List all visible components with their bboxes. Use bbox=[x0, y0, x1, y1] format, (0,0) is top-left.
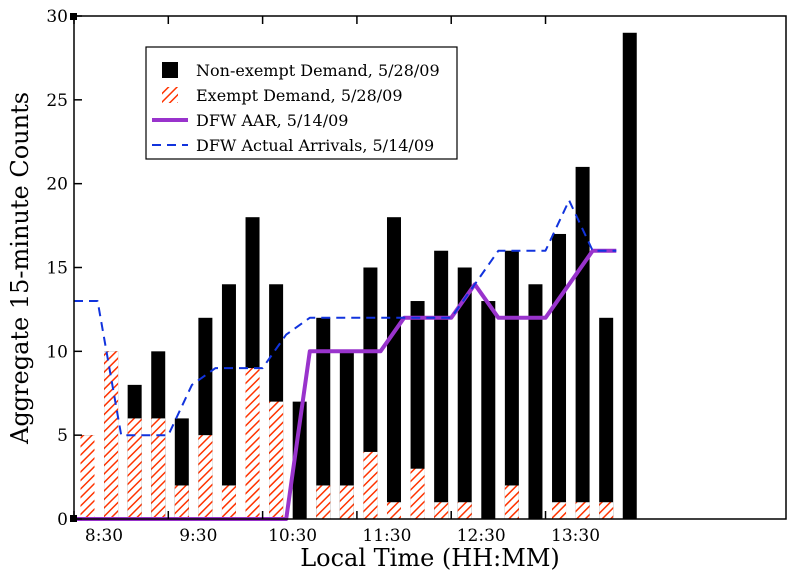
actual-arrivals-line bbox=[74, 199, 617, 437]
exempt-bar bbox=[80, 435, 95, 519]
bars-layer bbox=[80, 32, 637, 520]
exempt-bar bbox=[599, 502, 614, 519]
non-exempt-bar bbox=[622, 32, 637, 520]
legend-swatch-exempt bbox=[162, 87, 178, 103]
non-exempt-bar bbox=[528, 284, 543, 519]
lines-layer bbox=[74, 199, 617, 521]
x-tick-label: 12:30 bbox=[457, 526, 506, 546]
legend-swatch-non-exempt bbox=[162, 62, 178, 78]
exempt-bar bbox=[363, 451, 378, 519]
non-exempt-bar bbox=[339, 351, 354, 519]
y-axis-label: Aggregate 15-minute Counts bbox=[6, 92, 34, 445]
y-tick-label: 20 bbox=[46, 175, 68, 195]
exempt-bar bbox=[245, 368, 260, 519]
exempt-bar bbox=[575, 502, 590, 519]
legend-label: DFW AAR, 5/14/09 bbox=[196, 111, 348, 130]
exempt-bar bbox=[174, 485, 189, 519]
axes-layer: 0 5 10 15 20 25 30 8:30 9:30 10:30 11:30 12:30 13:30 bbox=[46, 7, 787, 546]
exempt-bar bbox=[198, 435, 213, 519]
x-tick-label: 11:30 bbox=[362, 526, 411, 546]
legend-label: Exempt Demand, 5/28/09 bbox=[196, 86, 403, 105]
non-exempt-bar bbox=[410, 301, 425, 519]
y-tick-label: 15 bbox=[46, 259, 68, 279]
y-tick-label: 30 bbox=[46, 7, 68, 27]
legend-label: DFW Actual Arrivals, 5/14/09 bbox=[196, 136, 434, 155]
exempt-bar bbox=[434, 502, 449, 519]
non-exempt-bar bbox=[316, 317, 331, 519]
exempt-bar bbox=[457, 502, 472, 519]
non-exempt-bar bbox=[292, 401, 307, 519]
non-exempt-bar bbox=[552, 233, 567, 519]
x-tick-label: 9:30 bbox=[179, 526, 217, 546]
corner-marker bbox=[70, 13, 77, 20]
x-axis-label: Local Time (HH:MM) bbox=[300, 544, 560, 572]
exempt-bar bbox=[221, 485, 236, 519]
y-tick-label: 5 bbox=[57, 426, 68, 446]
exempt-bar bbox=[410, 468, 425, 519]
non-exempt-bar bbox=[575, 166, 590, 519]
exempt-bar bbox=[552, 502, 567, 519]
exempt-bar bbox=[316, 485, 331, 519]
non-exempt-bar bbox=[221, 284, 236, 519]
non-exempt-bar bbox=[434, 250, 449, 519]
non-exempt-bar bbox=[386, 217, 401, 519]
exempt-bar bbox=[127, 418, 142, 519]
legend-label: Non-exempt Demand, 5/28/09 bbox=[196, 61, 440, 80]
x-tick-label: 10:30 bbox=[268, 526, 317, 546]
non-exempt-bar bbox=[504, 250, 519, 519]
x-tick-label: 13:30 bbox=[551, 526, 600, 546]
x-tick-label: 8:30 bbox=[85, 526, 123, 546]
y-tick-label: 10 bbox=[46, 342, 68, 362]
legend: Non-exempt Demand, 5/28/09 Exempt Demand,… bbox=[145, 46, 458, 160]
exempt-bar bbox=[104, 351, 119, 519]
non-exempt-bar bbox=[599, 317, 614, 519]
non-exempt-bar bbox=[481, 301, 496, 519]
exempt-bar bbox=[269, 401, 284, 519]
non-exempt-bar bbox=[457, 267, 472, 519]
exempt-bar bbox=[151, 418, 166, 519]
origin-marker bbox=[70, 515, 77, 522]
exempt-bar bbox=[339, 485, 354, 519]
y-tick-label: 25 bbox=[46, 91, 68, 111]
exempt-bar bbox=[386, 502, 401, 519]
legend-box bbox=[145, 46, 458, 160]
y-tick-label: 0 bbox=[57, 510, 68, 530]
exempt-bar bbox=[504, 485, 519, 519]
